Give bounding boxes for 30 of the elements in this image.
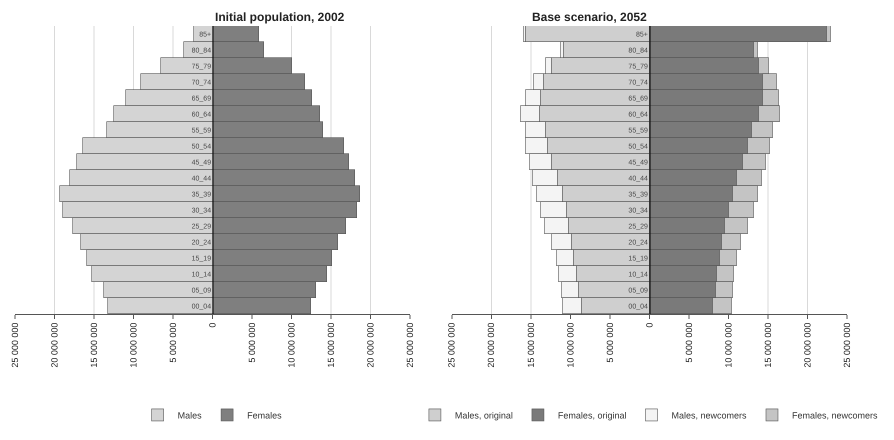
x-tick-label: 10 000 000	[565, 322, 576, 368]
x-tick-label: 15 000 000	[762, 322, 773, 368]
legend-label: Males	[178, 410, 202, 420]
x-tick-label: 25 000 000	[446, 322, 457, 368]
legend-label: Females, original	[558, 410, 626, 420]
x-tick-label: 20 000 000	[49, 322, 60, 368]
legend-label: Females, newcomers	[792, 410, 878, 420]
chart-title: Base scenario, 2052	[532, 10, 648, 24]
x-tick-label: 10 000 000	[723, 322, 734, 368]
x-tick-label: 20 000 000	[486, 322, 496, 368]
x-tick-label: 25 000 000	[842, 322, 852, 368]
x-tick-label: 0	[644, 322, 654, 328]
x-tick-label: 5 000 000	[684, 322, 694, 363]
x-tick-label: 10 000 000	[286, 322, 297, 368]
x-tick-label: 25 000 000	[405, 322, 416, 368]
x-tick-label: 15 000 000	[88, 322, 99, 368]
x-tick-label: 15 000 000	[326, 322, 336, 368]
x-tick-label: 5 000 000	[168, 322, 178, 363]
legend-label: Females	[247, 410, 282, 420]
legend-label: Males, original	[454, 410, 513, 420]
x-tick-label: 5 000 000	[604, 322, 615, 363]
chart-title: Initial population, 2002	[215, 10, 345, 24]
x-tick-label: 20 000 000	[366, 322, 376, 368]
x-tick-label: 10 000 000	[128, 322, 138, 368]
legend-label: Males, newcomers	[671, 410, 747, 420]
x-tick-label: 0	[208, 322, 218, 328]
x-tick-label: 20 000 000	[802, 322, 812, 368]
x-tick-label: 5 000 000	[247, 322, 258, 363]
x-tick-label: 25 000 000	[10, 322, 20, 368]
x-tick-label: 15 000 000	[526, 322, 536, 368]
